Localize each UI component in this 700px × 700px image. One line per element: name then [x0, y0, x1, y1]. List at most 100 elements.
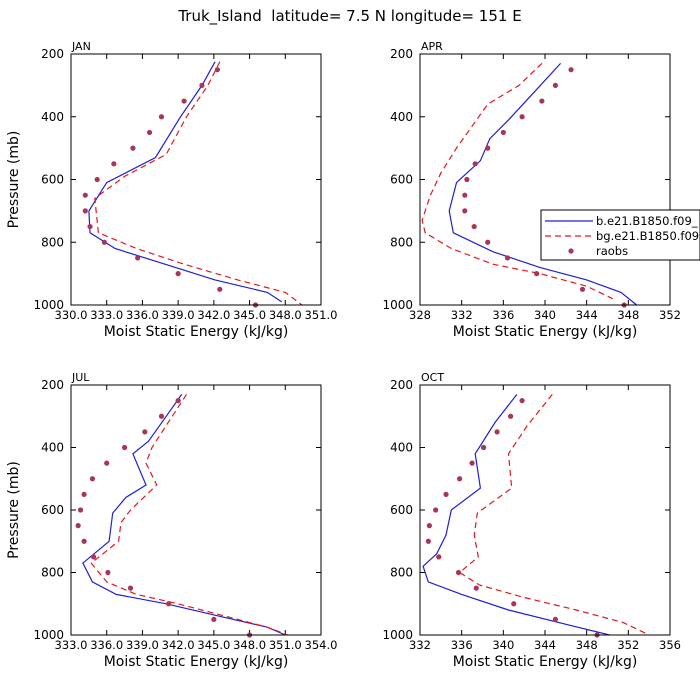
raobs-point-jul [75, 523, 81, 529]
x-tick-label-jul: 351.0 [269, 638, 302, 652]
raobs-point-oct [433, 507, 439, 513]
raobs-point-jan [94, 176, 100, 183]
legend-label-2: raobs [596, 244, 628, 258]
raobs-point-apr [471, 223, 477, 230]
raobs-point-apr [552, 82, 559, 88]
model2-line-jul [90, 394, 288, 636]
y-tick-label-oct: 1000 [382, 628, 413, 642]
raobs-point-apr [539, 98, 545, 104]
raobs-point-oct [511, 601, 517, 607]
raobs-point-jan [181, 98, 187, 104]
y-tick-label-jul: 200 [41, 378, 64, 392]
raobs-point-apr [500, 129, 506, 136]
raobs-point-oct [519, 398, 525, 404]
panel-label-apr: APR [421, 40, 443, 53]
x-tick-label-jul: 333.0 [55, 638, 88, 652]
legend-marker-raobs [568, 248, 574, 254]
panel-label-jul: JUL [71, 371, 90, 384]
raobs-point-jan [175, 271, 181, 277]
x-tick-label-jan: 345.0 [233, 308, 266, 322]
x-tick-label-jan: 336.0 [126, 308, 159, 322]
raobs-point-jan [214, 67, 221, 73]
raobs-point-jan [82, 192, 88, 198]
raobs-point-jan [82, 208, 88, 214]
raobs-point-jul [166, 601, 172, 607]
raobs-point-apr [504, 255, 511, 261]
x-axis-title-oct: Moist Static Energy (kJ/kg) [453, 654, 638, 670]
x-tick-label-apr: 348 [617, 308, 639, 322]
raobs-point-jan [101, 239, 107, 245]
raobs-point-oct [494, 429, 500, 435]
raobs-point-jul [81, 491, 87, 497]
model1-line-apr [448, 62, 638, 306]
raobs-point-jan [135, 255, 141, 261]
raobs-point-jul [105, 569, 111, 576]
model2-line-apr [421, 62, 613, 300]
raobs-point-jul [89, 476, 96, 482]
raobs-point-jan [217, 286, 223, 292]
x-tick-label-apr: 352 [659, 308, 681, 322]
x-tick-label-oct: 340 [492, 638, 514, 652]
x-tick-label-oct: 348 [576, 638, 598, 652]
x-tick-label-jul: 336.0 [90, 638, 123, 652]
y-tick-label-jan: 1000 [33, 298, 64, 312]
raobs-point-apr [485, 239, 491, 245]
raobs-point-apr [462, 208, 468, 214]
y-axis-title-jan: Pressure (mb) [6, 131, 22, 229]
y-tick-label-jul: 800 [41, 566, 64, 580]
y-tick-label-jan: 200 [41, 47, 64, 61]
x-tick-label-oct: 332 [409, 638, 431, 652]
x-tick-label-jul: 354.0 [305, 638, 338, 652]
raobs-point-apr [579, 286, 586, 292]
x-tick-label-jul: 342.0 [162, 638, 195, 652]
raobs-point-jan [87, 223, 93, 230]
figure-title: Truk_Island latitude= 7.5 N longitude= 1… [177, 7, 521, 26]
x-axis-title-jul: Moist Static Energy (kJ/kg) [104, 654, 289, 670]
raobs-point-apr [519, 114, 525, 120]
panel-jul: JUL 333.0 336.0 339.0 342.0 345.0 348.0 351.0 35… [6, 371, 337, 670]
x-tick-label-jul: 348.0 [233, 638, 266, 652]
x-tick-label-apr: 340 [534, 308, 556, 322]
raobs-point-oct [480, 444, 487, 451]
y-tick-label-jan: 400 [41, 110, 64, 124]
raobs-point-oct [473, 585, 479, 591]
x-tick-label-jan: 342.0 [197, 308, 230, 322]
raobs-point-oct [425, 538, 431, 544]
model2-line-jan [94, 61, 303, 306]
raobs-point-jul [211, 616, 217, 622]
legend-box [540, 209, 700, 261]
x-tick-label-apr: 332 [451, 308, 473, 322]
panel-apr: APR 328 332 336 340 344 348 352 200 400 600 800 1000… [382, 40, 681, 340]
x-tick-label-oct: 336 [451, 638, 473, 652]
raobs-point-apr [472, 161, 478, 167]
raobs-point-apr [485, 145, 491, 151]
model1-line-jul [82, 394, 286, 636]
x-axis-title-apr: Moist Static Energy (kJ/kg) [453, 324, 638, 340]
y-tick-label-oct: 600 [390, 503, 413, 517]
y-tick-label-jan: 800 [41, 235, 64, 249]
raobs-point-jul [81, 538, 87, 544]
raobs-point-jul [175, 398, 181, 404]
model1-line-jan [88, 61, 283, 303]
y-tick-label-apr: 1000 [382, 298, 413, 312]
x-tick-label-jul: 339.0 [126, 638, 159, 652]
raobs-point-jul [91, 554, 97, 560]
x-tick-label-jul: 345.0 [197, 638, 230, 652]
legend-label-1: bg.e21.B1850.f09 [596, 229, 699, 243]
raobs-point-oct [469, 460, 475, 466]
x-tick-label-apr: 328 [409, 308, 431, 322]
x-tick-label-oct: 352 [617, 638, 639, 652]
plot-frame-jan [70, 53, 322, 306]
x-tick-label-jan: 339.0 [162, 308, 195, 322]
raobs-point-jan [130, 145, 136, 151]
plot-frame-jul [70, 384, 322, 636]
legend-label-0: b.e21.B1850.f09_ [596, 214, 698, 228]
plot-frame-apr [419, 53, 671, 306]
y-axis-title-jul: Pressure (mb) [6, 461, 22, 559]
plot-frame-oct [419, 384, 671, 636]
y-tick-label-oct: 800 [390, 566, 413, 580]
raobs-point-jan [146, 129, 153, 136]
y-tick-label-oct: 400 [390, 441, 413, 455]
